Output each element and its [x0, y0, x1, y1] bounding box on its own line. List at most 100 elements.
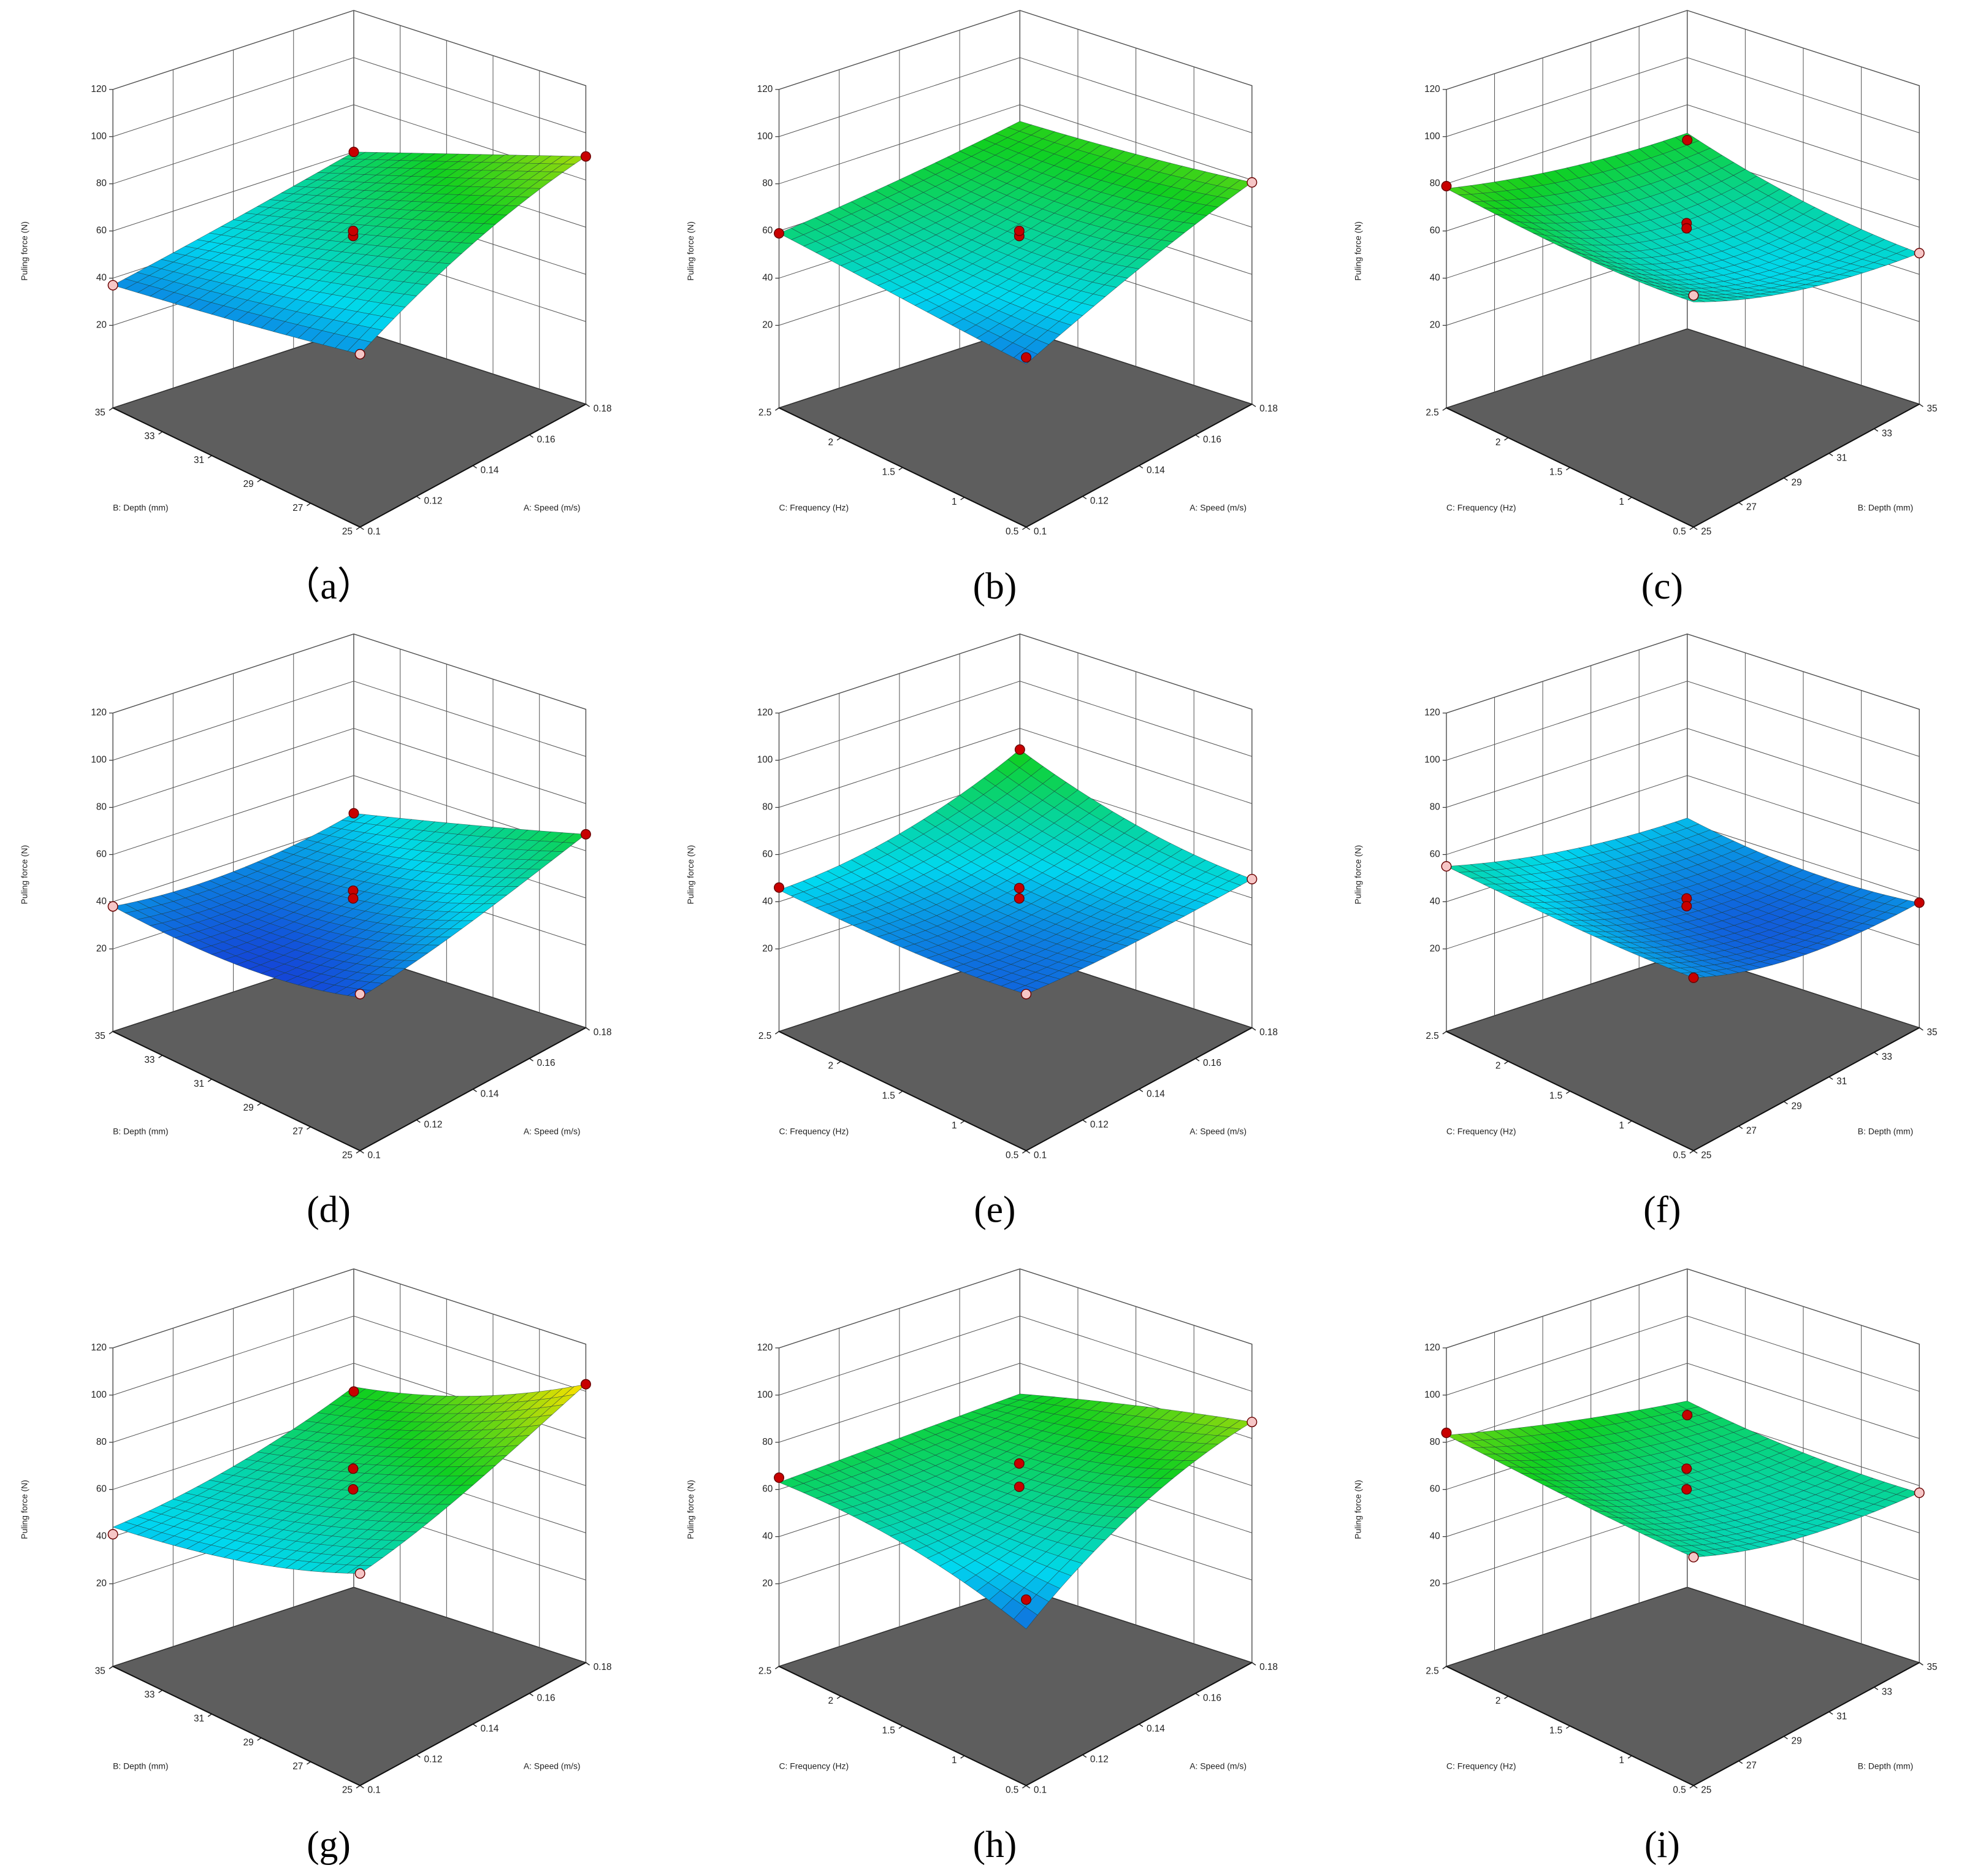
y-tick-label: 2 [828, 437, 833, 448]
x-tick [1195, 434, 1200, 438]
x-tick [586, 1027, 590, 1031]
y-tick-label: 27 [292, 1761, 303, 1772]
design-point [1014, 1458, 1025, 1469]
design-point [1014, 744, 1025, 755]
x-tick-label: 0.1 [1034, 1785, 1047, 1796]
z-tick-label: 80 [1430, 1437, 1440, 1447]
y-tick-label: 27 [292, 503, 303, 513]
design-point [107, 280, 118, 291]
y-tick [960, 1120, 965, 1124]
y-tick-label: 33 [144, 1055, 155, 1065]
z-tick-label: 120 [91, 708, 107, 718]
z-tick-label: 20 [96, 1579, 107, 1589]
design-point [580, 829, 591, 840]
y-tick-label: 33 [144, 431, 155, 442]
design-point [107, 1529, 118, 1540]
design-point [354, 989, 365, 1000]
z-axis-label: Puling force (N) [686, 845, 695, 905]
z-axis-label: Puling force (N) [686, 1480, 695, 1539]
y-tick [207, 1079, 212, 1082]
x-tick [1828, 453, 1833, 456]
x-tick-label: 0.12 [1090, 496, 1109, 507]
y-tick-label: 2.5 [758, 1666, 771, 1676]
y-axis-label: C: Frequency (Hz) [779, 1761, 849, 1771]
y-tick-label: 25 [342, 1150, 353, 1161]
z-tick-label: 60 [762, 849, 773, 859]
y-tick-label: 1.5 [1549, 1726, 1562, 1736]
grid-line [112, 681, 586, 761]
y-tick-label: 1.5 [882, 1090, 895, 1101]
y-tick [1504, 437, 1509, 441]
z-tick-label: 20 [96, 320, 107, 331]
x-axis-label: A: Speed (m/s) [524, 502, 581, 512]
design-point [1681, 223, 1692, 234]
z-tick-label: 80 [762, 1437, 773, 1447]
z-tick-label: 60 [96, 849, 107, 859]
z-tick-label: 120 [1424, 1342, 1440, 1353]
grid-line [112, 57, 586, 137]
y-tick [1442, 1031, 1447, 1035]
x-tick [416, 1119, 421, 1123]
caption: (g) [307, 1824, 351, 1866]
grid-line [779, 1315, 1252, 1396]
x-axis-label: A: Speed (m/s) [524, 1761, 581, 1771]
x-tick-label: 27 [1746, 1125, 1757, 1136]
design-point [1014, 882, 1025, 894]
x-tick-label: 0.1 [1034, 527, 1047, 537]
x-tick-label: 0.14 [1147, 1089, 1165, 1099]
x-tick-label: 35 [1927, 1662, 1938, 1672]
z-tick-label: 60 [96, 226, 107, 236]
y-tick [257, 1102, 262, 1106]
x-tick-label: 35 [1927, 404, 1938, 414]
y-tick-label: 1 [952, 497, 957, 507]
z-tick-label: 120 [757, 708, 773, 718]
y-tick [774, 1666, 779, 1669]
x-tick [416, 496, 421, 500]
y-axis-label: C: Frequency (Hz) [779, 1126, 849, 1136]
x-tick-label: 27 [1746, 1761, 1757, 1771]
design-point [348, 808, 359, 819]
x-tick [1082, 496, 1087, 500]
x-tick [1919, 1027, 1923, 1031]
z-tick-label: 40 [762, 1531, 773, 1542]
z-tick-label: 120 [757, 1342, 773, 1353]
z-tick-label: 20 [1430, 320, 1440, 331]
design-point [354, 349, 365, 360]
z-tick-label: 100 [757, 1390, 773, 1400]
grid-line [112, 728, 586, 808]
z-tick-label: 120 [1424, 84, 1440, 94]
x-axis-label: B: Depth (mm) [1858, 1761, 1913, 1771]
x-tick [529, 1058, 533, 1062]
panel: 20 40 60 80 100 120 0.1 0.12 0.14 0.16 0.18 0.5 1 1.5… [686, 10, 1278, 607]
y-tick [207, 455, 212, 459]
design-point [1681, 901, 1692, 912]
x-axis-label: B: Depth (mm) [1858, 502, 1913, 512]
x-tick-label: 0.18 [594, 1027, 612, 1038]
x-tick [1251, 1027, 1256, 1031]
design-point [1021, 352, 1032, 363]
x-tick-label: 0.14 [481, 465, 499, 475]
design-point [1441, 181, 1452, 192]
grid-line [1446, 728, 1920, 808]
y-axis-label: C: Frequency (Hz) [1446, 502, 1516, 512]
grid-line [779, 10, 1252, 90]
y-tick [836, 1060, 841, 1065]
y-tick [774, 407, 779, 411]
y-tick-label: 27 [292, 1127, 303, 1137]
x-tick-label: 27 [1746, 502, 1757, 513]
x-tick-label: 0.14 [1147, 465, 1165, 475]
design-point [1247, 177, 1258, 188]
x-tick-label: 0.12 [424, 1119, 443, 1130]
x-tick [1195, 1058, 1200, 1062]
y-tick-label: 0.5 [1673, 1785, 1686, 1796]
y-tick-label: 1 [1619, 497, 1624, 507]
y-tick-label: 1 [1619, 1120, 1624, 1131]
y-tick [356, 526, 361, 530]
caption: (i) [1644, 1824, 1680, 1866]
design-point [774, 1472, 785, 1483]
x-tick-label: 25 [1701, 1785, 1711, 1796]
x-axis-label: B: Depth (mm) [1858, 1126, 1913, 1136]
x-tick-label: 0.14 [1147, 1723, 1165, 1734]
y-tick-label: 1.5 [882, 1726, 895, 1736]
x-tick [1251, 404, 1256, 407]
